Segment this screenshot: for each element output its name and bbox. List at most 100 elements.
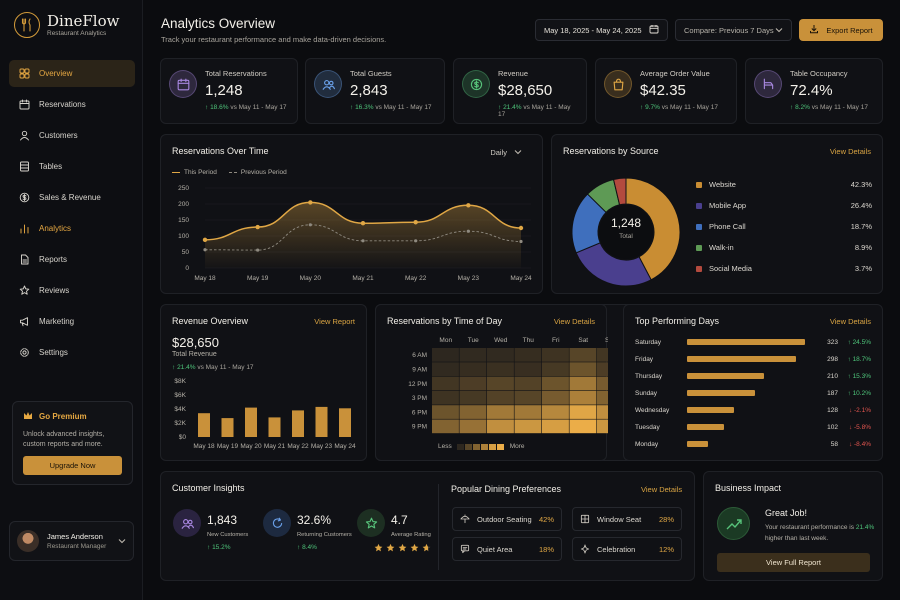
compare-select[interactable]: Compare: Previous 7 Days — [675, 19, 792, 41]
date-range-picker[interactable]: May 18, 2025 - May 24, 2025 — [535, 19, 668, 41]
x-tick-label: May 22 — [287, 443, 309, 450]
scale-less: Less — [438, 443, 452, 450]
sidebar-item-analytics[interactable]: Analytics — [9, 215, 135, 242]
view-details-link[interactable]: View Details — [829, 147, 871, 156]
day-delta: ↑ 24.5% — [847, 338, 872, 346]
heatmap-column-label: Mon — [439, 337, 452, 344]
x-tick-label: May 24 — [334, 443, 356, 450]
day-delta: ↓ -5.8% — [848, 423, 871, 431]
heatmap-column-label: Fri — [552, 337, 560, 344]
chevron-down-icon — [514, 148, 522, 157]
dining-pref-item[interactable]: Outdoor Seating 42% — [452, 507, 562, 531]
top-day-row: Tuesday 102 ↓ -5.8% — [635, 421, 871, 433]
star-icon — [398, 543, 407, 552]
heatmap-cell — [432, 419, 459, 434]
day-label: Monday — [635, 440, 659, 448]
period-select[interactable]: Daily — [490, 148, 522, 157]
heatmap-cell — [459, 362, 487, 376]
dining-pref-item[interactable]: Quiet Area 18% — [452, 537, 562, 561]
insight-label: New Customers — [207, 532, 249, 538]
x-tick-label: May 21 — [352, 275, 374, 282]
legend-swatch — [696, 244, 702, 251]
view-details-link[interactable]: View Details — [641, 485, 683, 494]
source-donut-chart — [571, 177, 681, 287]
legend-label: Mobile App — [709, 201, 747, 210]
heatmap-cell — [514, 348, 542, 362]
data-point-this — [413, 220, 418, 225]
y-tick-label: 250 — [178, 185, 189, 192]
legend-label: Walk-in — [709, 243, 734, 252]
user-profile[interactable]: James Anderson Restaurant Manager — [9, 521, 134, 561]
heatmap-cell — [432, 405, 459, 419]
heatmap-cell — [459, 348, 487, 362]
card-title: Revenue Overview — [172, 316, 249, 326]
legend-item: Website 42.3% — [696, 174, 872, 195]
chair-icon — [754, 70, 782, 98]
sidebar-item-sales-revenue[interactable]: Sales & Revenue — [9, 184, 135, 211]
calendar-icon — [649, 24, 659, 36]
kpi-delta: ↑ 16.3% vs May 11 - May 17 — [350, 104, 432, 111]
pref-label: Window Seat — [597, 514, 642, 524]
heatmap-cell — [432, 390, 459, 405]
sidebar: DineFlow Restaurant Analytics Overview Re… — [0, 0, 143, 600]
day-delta: ↑ 18.7% — [847, 355, 872, 363]
scale-swatches — [456, 443, 505, 450]
dining-prefs-title: Popular Dining Preferences — [451, 484, 562, 494]
view-full-report-button[interactable]: View Full Report — [717, 553, 870, 572]
top-day-row: Friday 298 ↑ 18.7% — [635, 353, 871, 365]
sidebar-item-reports[interactable]: Reports — [9, 246, 135, 273]
heatmap-row-label: 3 PM — [412, 395, 427, 402]
heatmap-cell — [432, 376, 459, 391]
view-details-link[interactable]: View Details — [553, 317, 595, 326]
revenue-bar — [339, 408, 351, 437]
day-bar — [687, 373, 764, 379]
kpi-label: Table Occupancy — [790, 69, 848, 78]
calendar-icon — [169, 70, 197, 98]
legend-value: 3.7% — [854, 264, 872, 273]
day-delta: ↑ 10.2% — [847, 389, 872, 397]
sidebar-nav: Overview Reservations Customers Tables Sales… — [9, 60, 135, 370]
heatmap-column-label: Wed — [494, 337, 508, 344]
card-title: Top Performing Days — [635, 316, 720, 326]
y-tick-label: 0 — [185, 265, 189, 272]
sidebar-item-tables[interactable]: Tables — [9, 153, 135, 180]
business-impact-card: Business Impact Great Job! Your restaura… — [703, 471, 883, 581]
top-day-row: Monday 58 ↓ -8.4% — [635, 438, 871, 450]
top-performing-days-card: Top Performing Days View Details Saturda… — [623, 304, 883, 461]
x-tick-label: May 18 — [193, 443, 215, 450]
view-report-link[interactable]: View Report — [314, 317, 355, 326]
reservations-over-time-card: Reservations Over Time Daily This Period… — [160, 134, 543, 294]
sidebar-item-settings[interactable]: Settings — [9, 339, 135, 366]
dining-pref-item[interactable]: Celebration 12% — [572, 537, 682, 561]
legend-previous-period: Previous Period — [240, 169, 287, 176]
trend-up-icon — [717, 507, 750, 540]
kpi-card: Revenue $28,650 ↑ 21.4% vs May 11 - May 17 — [453, 58, 587, 124]
sidebar-item-overview[interactable]: Overview — [9, 60, 135, 87]
legend-swatch — [696, 181, 702, 188]
kpi-delta: ↑ 9.7% vs May 11 - May 17 — [640, 104, 718, 111]
pref-value: 18% — [538, 544, 554, 554]
kpi-card: Average Order Value $42.35 ↑ 9.7% vs May 1… — [595, 58, 737, 124]
sidebar-item-reviews[interactable]: Reviews — [9, 277, 135, 304]
card-title: Reservations by Time of Day — [387, 316, 503, 326]
sidebar-item-customers[interactable]: Customers — [9, 122, 135, 149]
export-report-button[interactable]: Export Report — [799, 19, 883, 41]
upgrade-button[interactable]: Upgrade Now — [23, 456, 122, 475]
scale-swatch — [496, 443, 504, 450]
day-label: Tuesday — [635, 423, 660, 431]
dining-pref-item[interactable]: Window Seat 28% — [572, 507, 682, 531]
y-tick-label: 50 — [182, 249, 190, 256]
sidebar-item-marketing[interactable]: Marketing — [9, 308, 135, 335]
insight-delta: ↑ 15.2% — [207, 544, 231, 551]
premium-description: Unlock advanced insights, custom reports… — [23, 431, 105, 448]
chevron-down-icon[interactable] — [118, 537, 126, 546]
sidebar-item-reservations[interactable]: Reservations — [9, 91, 135, 118]
app-logo[interactable]: DineFlow Restaurant Analytics — [14, 12, 119, 38]
x-tick-label: May 20 — [240, 443, 262, 450]
day-delta: ↑ 15.3% — [847, 372, 872, 380]
day-label: Thursday — [635, 372, 663, 380]
pref-label: Outdoor Seating — [477, 514, 532, 524]
view-details-link[interactable]: View Details — [829, 317, 871, 326]
window-icon — [580, 514, 590, 524]
heatmap-cell — [514, 405, 542, 419]
